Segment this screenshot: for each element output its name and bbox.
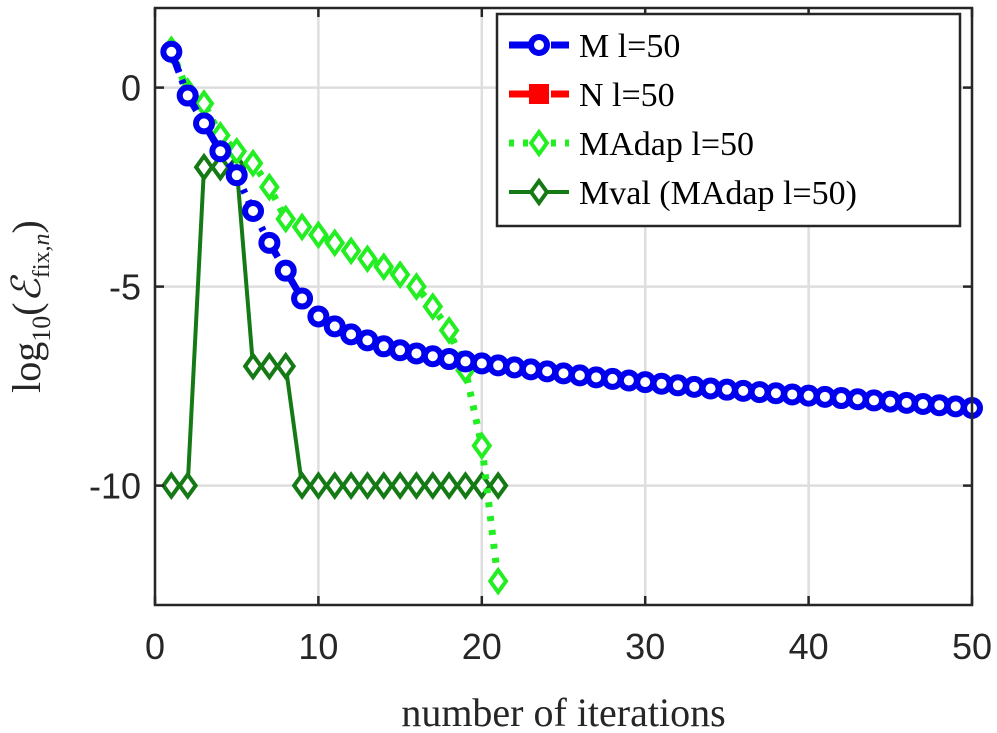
x-axis-label: number of iterations [401, 690, 725, 733]
x-tick-label: 10 [298, 626, 338, 667]
y-axis-label: log10(ℰfix,n) [4, 220, 56, 393]
data-point [291, 287, 314, 310]
y-axis-label-symbol-sub: fix, [29, 245, 55, 278]
y-axis-label-sub: 10 [27, 316, 56, 342]
data-point [258, 172, 280, 202]
data-point [438, 471, 460, 501]
data-point [193, 112, 216, 135]
data-point [226, 136, 248, 166]
data-point [528, 177, 550, 207]
legend-label: M l=50 [579, 28, 680, 65]
data-point [275, 351, 297, 381]
data-point [340, 236, 362, 266]
data-point [357, 471, 378, 501]
x-tick-label: 0 [145, 626, 165, 667]
data-point [291, 471, 313, 501]
data-point [307, 305, 330, 328]
data-point [160, 40, 183, 63]
data-point [406, 272, 427, 302]
series-layer [160, 35, 983, 596]
data-point [308, 220, 329, 250]
data-point [373, 252, 395, 282]
y-tick-label: -10 [89, 466, 141, 507]
data-point [242, 148, 264, 178]
data-point [389, 339, 412, 362]
data-point [455, 471, 476, 501]
legend: M l=50 N l=50 MAdap l=50 Mval (MAdap l=50) [495, 12, 962, 228]
data-point [528, 128, 550, 158]
x-tick-label: 40 [789, 626, 829, 667]
data-point [405, 342, 428, 365]
series-0 [160, 40, 983, 419]
data-point [209, 140, 232, 163]
data-point [471, 431, 493, 461]
data-point [406, 471, 427, 501]
data-point [438, 348, 461, 371]
y-axis-label-prefix: log [4, 342, 49, 393]
data-point [422, 292, 444, 321]
data-point [308, 471, 329, 501]
data-point [177, 471, 199, 501]
data-point [324, 228, 346, 258]
y-axis-label-close: ) [4, 220, 49, 233]
data-point [528, 34, 550, 56]
data-point [422, 471, 444, 501]
data-point [242, 351, 264, 381]
x-tick-label: 50 [952, 626, 992, 667]
data-point [389, 471, 411, 501]
series-3 [160, 152, 509, 501]
y-axis-label-symbol: ℰ [4, 274, 49, 302]
data-point [160, 471, 182, 501]
data-point [274, 259, 297, 282]
legend-label: N l=50 [579, 77, 675, 114]
data-point [258, 231, 281, 254]
data-point [176, 84, 199, 107]
data-point [529, 84, 549, 104]
data-point [421, 345, 444, 368]
data-point [324, 471, 346, 501]
data-point [487, 566, 509, 596]
data-point [323, 315, 346, 338]
legend-entry: Mval (MAdap l=50) [509, 175, 857, 212]
x-tick-label: 30 [625, 626, 665, 667]
data-point [242, 199, 265, 222]
x-tick-label: 20 [462, 626, 502, 667]
legend-entry: N l=50 [509, 77, 675, 114]
data-point [291, 212, 313, 242]
legend-label: Mval (MAdap l=50) [579, 175, 857, 212]
legend-box [495, 12, 962, 228]
y-tick-label: 0 [121, 68, 141, 109]
data-point [438, 315, 460, 345]
data-point [209, 152, 231, 182]
data-point [340, 471, 362, 501]
legend-entry: MAdap l=50 [509, 126, 754, 163]
data-point [389, 260, 411, 290]
axes-frame [153, 6, 974, 607]
data-point [357, 244, 378, 274]
y-axis-label-symbol-sub-n: n [29, 233, 55, 245]
data-point [373, 471, 395, 501]
data-point [225, 164, 248, 187]
y-axis-label-open: ( [4, 302, 49, 315]
legend-label: MAdap l=50 [579, 126, 754, 163]
legend-entry: M l=50 [509, 28, 680, 65]
data-point [487, 471, 509, 501]
data-point [258, 351, 280, 381]
data-point [193, 152, 215, 182]
data-point [275, 204, 297, 234]
data-point [471, 471, 493, 501]
tick-labels: 0 10 20 30 40 50 0 -5 -10 [89, 8, 992, 667]
y-tick-label: -5 [109, 267, 141, 308]
